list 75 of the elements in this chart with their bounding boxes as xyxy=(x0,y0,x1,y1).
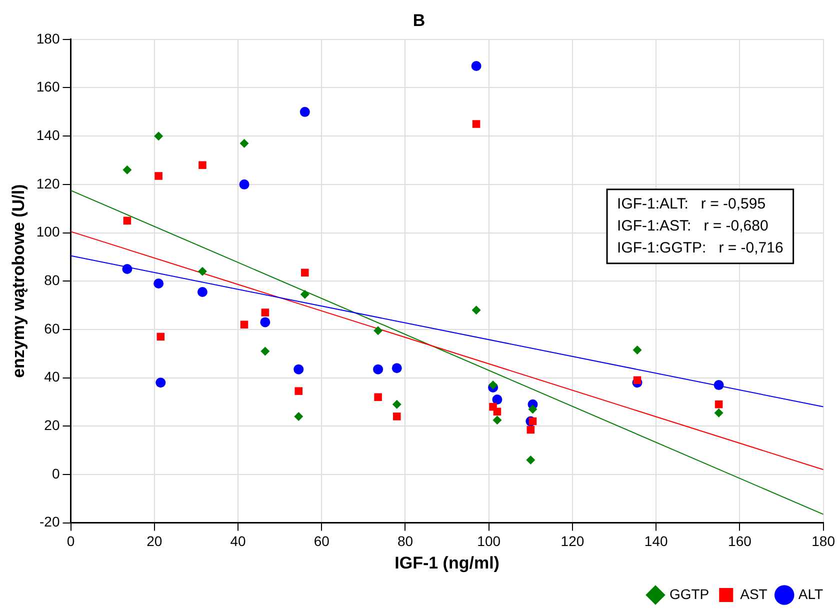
point xyxy=(528,417,537,426)
point xyxy=(261,308,270,316)
point xyxy=(197,286,208,297)
point xyxy=(373,364,384,374)
x-tick-label: 160 xyxy=(728,533,752,550)
point xyxy=(300,290,310,299)
point xyxy=(239,179,250,190)
y-tick-label: 40 xyxy=(44,368,60,385)
annotation: IGF-1:GGTP: r = -0,716 xyxy=(617,240,784,257)
point xyxy=(714,400,723,408)
point xyxy=(633,376,642,384)
y-tick-label: 20 xyxy=(44,416,60,433)
legend-label: AST xyxy=(740,586,768,602)
point xyxy=(471,60,482,71)
point xyxy=(472,306,481,315)
point xyxy=(714,408,724,418)
y-tick-label: 120 xyxy=(36,175,60,192)
point xyxy=(374,326,383,336)
y-tick-label: 140 xyxy=(36,126,60,143)
point xyxy=(154,278,164,289)
x-tick-label: 60 xyxy=(314,533,330,550)
x-tick-label: 20 xyxy=(146,533,162,550)
point xyxy=(156,332,165,341)
chart-title: B xyxy=(412,10,426,30)
legend-label: ALT xyxy=(798,586,824,602)
y-axis-title: enzymy wątrobowe (U/l) xyxy=(8,184,28,378)
y-tick-label: 0 xyxy=(52,465,60,482)
point xyxy=(260,317,270,328)
y-tick-label: 180 xyxy=(36,30,60,46)
point xyxy=(526,426,535,434)
point xyxy=(392,400,402,409)
point xyxy=(488,380,498,390)
point xyxy=(492,394,502,405)
legend-label: GGTP xyxy=(669,586,710,602)
y-tick-label: 80 xyxy=(44,272,60,288)
annotation: IGF-1:AST: r = -0,680 xyxy=(617,218,768,235)
point xyxy=(300,106,310,117)
x-tick-label: 80 xyxy=(397,533,414,550)
point xyxy=(294,364,304,374)
x-tick-label: 180 xyxy=(812,533,836,550)
point xyxy=(492,416,502,425)
point xyxy=(632,345,642,354)
point xyxy=(122,264,132,274)
x-tick-label: 100 xyxy=(477,533,501,550)
point xyxy=(301,268,309,277)
point xyxy=(392,412,401,420)
point xyxy=(472,120,480,128)
y-tick-label: 60 xyxy=(44,320,60,336)
x-axis-title: IGF-1 (ng/ml) xyxy=(394,553,500,572)
point xyxy=(294,387,303,395)
y-tick-label: -20 xyxy=(40,514,60,530)
point xyxy=(392,363,402,374)
point xyxy=(122,165,132,174)
point xyxy=(156,378,166,388)
annotation: IGF-1:ALT: r = -0,595 xyxy=(617,196,766,213)
x-tick-label: 40 xyxy=(230,533,246,550)
point xyxy=(493,408,502,416)
point xyxy=(714,380,724,390)
point xyxy=(374,393,382,402)
y-tick-label: 160 xyxy=(36,78,60,95)
point xyxy=(198,266,207,276)
point xyxy=(528,404,538,414)
point xyxy=(240,138,249,148)
point xyxy=(294,412,304,421)
x-tick-label: 120 xyxy=(560,533,584,550)
point xyxy=(526,455,536,464)
x-tick-label: 0 xyxy=(66,533,75,550)
point xyxy=(154,132,164,141)
point xyxy=(240,320,248,328)
x-tick-label: 140 xyxy=(644,533,668,550)
point xyxy=(260,346,270,356)
point xyxy=(198,161,206,169)
point xyxy=(123,216,132,225)
y-tick-label: 100 xyxy=(36,224,60,240)
point xyxy=(154,172,162,180)
